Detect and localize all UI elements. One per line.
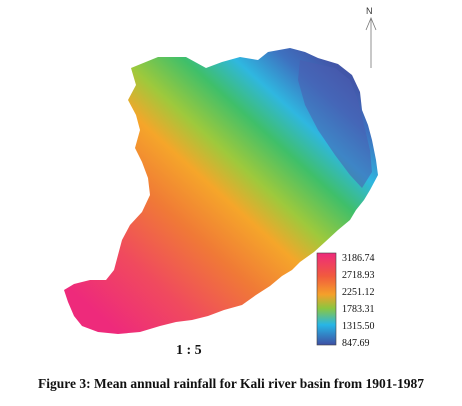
north-label: N <box>366 6 373 16</box>
north-arrow-head <box>365 16 377 31</box>
legend-label-4: 1783.31 <box>342 304 375 315</box>
legend-label-2: 2718.93 <box>342 270 375 281</box>
legend-label-3: 2251.12 <box>342 287 375 298</box>
legend-label-min: 847.69 <box>342 338 370 349</box>
rainfall-map <box>64 16 378 346</box>
kali-basin-shape <box>64 48 378 334</box>
low-rainfall-zone <box>298 60 372 188</box>
legend-label-5: 1315.50 <box>342 321 375 332</box>
legend-color-bar <box>316 252 337 346</box>
figure-caption: Figure 3: Mean annual rainfall for Kali … <box>38 376 424 391</box>
legend-label-max: 3186.74 <box>342 253 375 264</box>
scale-label: 1 : 5 <box>176 343 202 358</box>
